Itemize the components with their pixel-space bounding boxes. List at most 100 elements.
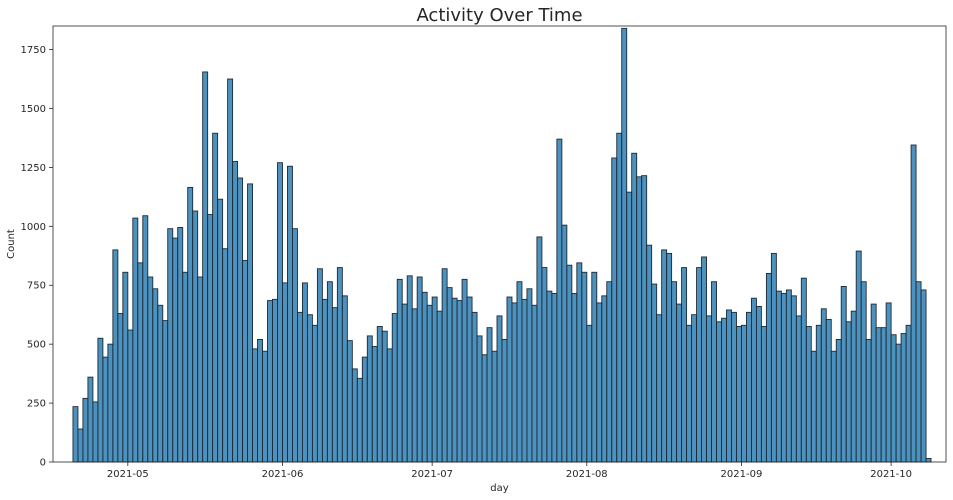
histogram-bar — [222, 248, 229, 463]
histogram-bar — [147, 276, 154, 463]
histogram-bar — [631, 152, 638, 463]
histogram-bar — [666, 252, 673, 463]
histogram-bar — [471, 311, 478, 463]
histogram-bar — [157, 304, 164, 463]
histogram-bar — [461, 278, 468, 463]
histogram-bar — [301, 282, 308, 463]
histogram-bar — [531, 304, 538, 463]
histogram-bar — [721, 317, 727, 463]
histogram-bar — [257, 339, 263, 463]
x-tick-label: 2021-06 — [262, 469, 304, 480]
histogram-bar — [885, 302, 892, 463]
histogram-bar — [292, 228, 298, 463]
chart-title: Activity Over Time — [416, 5, 582, 26]
histogram-bar — [311, 324, 318, 463]
histogram-bar — [626, 191, 633, 463]
histogram-bar — [755, 306, 762, 463]
histogram-bar — [591, 271, 598, 463]
histogram-bar — [726, 309, 732, 463]
histogram-bar — [875, 327, 882, 463]
histogram-bar — [172, 237, 179, 463]
histogram-bar — [162, 320, 169, 463]
histogram-bar — [92, 401, 99, 463]
histogram-bar — [167, 228, 174, 463]
histogram-bar — [770, 252, 777, 463]
histogram-bar — [137, 262, 144, 463]
histogram-bar — [267, 300, 273, 463]
y-tick-label: 1000 — [21, 222, 46, 233]
histogram-bar — [581, 271, 588, 463]
histogram-bar — [346, 340, 353, 463]
histogram-bar — [336, 267, 343, 463]
histogram-bar — [207, 214, 214, 463]
histogram-bar — [661, 249, 668, 463]
histogram-bar — [601, 295, 608, 463]
histogram-bar — [606, 281, 613, 463]
histogram-bar — [406, 275, 413, 463]
histogram-bar — [297, 311, 303, 463]
y-tick-label: 750 — [27, 281, 46, 292]
histogram-bar — [566, 264, 573, 463]
plot-frame — [52, 25, 947, 463]
histogram-bar — [905, 324, 912, 463]
histogram-bar — [785, 289, 792, 463]
histogram-bar — [132, 217, 139, 463]
histogram-bar — [451, 297, 458, 463]
histogram-bar — [142, 215, 149, 463]
y-axis-label: Count — [6, 229, 17, 259]
histogram-bar — [925, 458, 932, 463]
histogram-bar — [860, 281, 867, 463]
histogram-bar — [790, 295, 797, 463]
histogram-bar — [556, 138, 563, 463]
histogram-bar — [686, 324, 693, 463]
histogram-bar — [716, 321, 722, 463]
histogram-bar — [401, 303, 408, 463]
histogram-bar — [122, 271, 129, 463]
histogram-bar — [436, 310, 443, 463]
histogram-bar — [187, 186, 194, 463]
histogram-bar — [895, 343, 902, 463]
histogram-bar — [242, 260, 249, 463]
histogram-bar — [361, 356, 368, 463]
histogram-bar — [521, 298, 528, 463]
histogram-bar — [72, 406, 79, 463]
histogram-bar — [656, 314, 663, 463]
histogram-bar — [421, 291, 428, 463]
histogram-bar — [82, 397, 89, 463]
histogram-bar — [431, 296, 438, 463]
histogram-bar — [706, 315, 712, 463]
histogram-bar — [920, 289, 927, 463]
histogram-bar — [262, 350, 268, 463]
histogram-bar — [306, 314, 313, 463]
histogram-bar — [541, 267, 548, 463]
histogram-bar — [232, 161, 239, 463]
histogram-bar — [616, 132, 623, 463]
histogram-bar — [810, 350, 817, 463]
histogram-bar — [371, 346, 378, 463]
histogram-bar — [711, 281, 717, 463]
histogram-bar — [671, 281, 678, 463]
histogram-bar — [321, 298, 328, 463]
histogram-bar — [491, 350, 498, 463]
histogram-bar — [272, 298, 278, 463]
histogram-bar — [596, 302, 603, 463]
histogram-bar — [326, 281, 333, 463]
histogram-bar — [805, 326, 812, 463]
histogram-bar — [481, 354, 488, 463]
x-tick-label: 2021-08 — [566, 469, 608, 480]
histogram-bar — [571, 293, 578, 463]
x-axis-label: day — [490, 483, 508, 494]
histogram-bar — [746, 311, 752, 463]
histogram-bar — [277, 162, 283, 463]
histogram-bar — [391, 313, 398, 463]
y-tick-label: 0 — [40, 458, 46, 469]
histogram-bar — [446, 287, 453, 463]
histogram-bar — [117, 313, 124, 463]
histogram-bar — [681, 267, 688, 463]
histogram-bar — [691, 314, 698, 463]
histogram-bar — [112, 249, 119, 463]
histogram-bar — [476, 335, 483, 463]
histogram-bar — [696, 267, 702, 463]
histogram-bar — [282, 282, 288, 463]
